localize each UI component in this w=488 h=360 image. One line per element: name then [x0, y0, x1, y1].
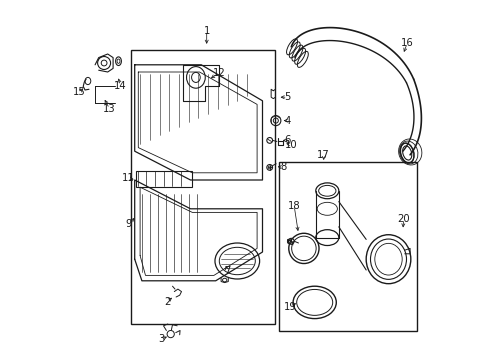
Text: 13: 13 — [103, 104, 116, 114]
Text: 16: 16 — [400, 38, 413, 48]
Bar — [136, 171, 192, 187]
Text: 20: 20 — [396, 214, 409, 224]
Text: 17: 17 — [317, 150, 329, 160]
Text: 18: 18 — [287, 201, 300, 211]
Text: 19: 19 — [284, 302, 296, 312]
Text: 15: 15 — [73, 87, 86, 97]
Text: 5: 5 — [284, 92, 290, 102]
Bar — [278, 162, 416, 331]
Text: 1: 1 — [203, 26, 209, 36]
Text: 12: 12 — [212, 68, 225, 78]
Bar — [131, 50, 275, 324]
Text: 10: 10 — [285, 140, 297, 150]
Text: 11: 11 — [122, 173, 135, 183]
Text: 3: 3 — [158, 334, 164, 344]
Text: 8: 8 — [280, 162, 286, 172]
Text: 9: 9 — [125, 219, 131, 229]
Text: 6: 6 — [284, 135, 290, 145]
Text: 4: 4 — [284, 116, 290, 126]
Text: 14: 14 — [114, 81, 126, 91]
Text: 2: 2 — [163, 297, 170, 307]
Text: 7: 7 — [224, 266, 230, 276]
